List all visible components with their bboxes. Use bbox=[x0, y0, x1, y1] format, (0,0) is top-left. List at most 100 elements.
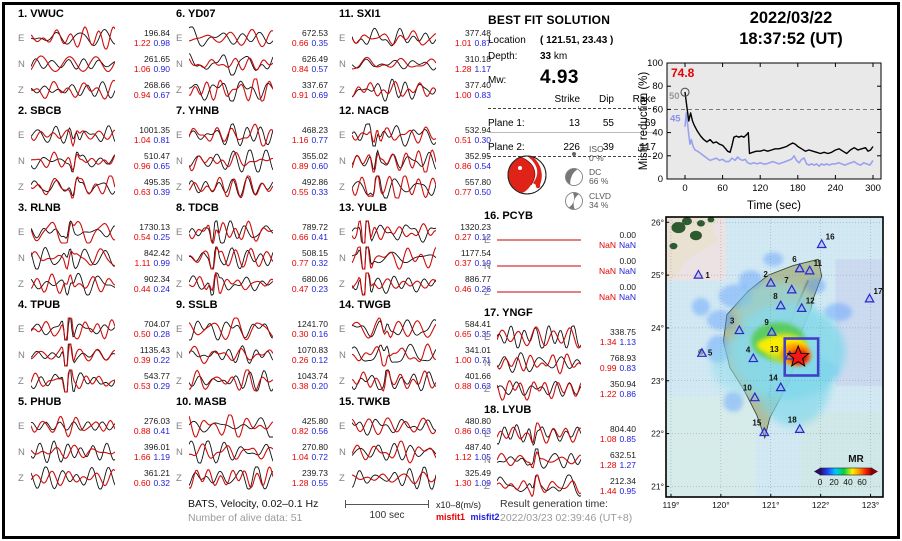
waveform-trace bbox=[189, 123, 273, 147]
channel-label: Z bbox=[339, 84, 345, 96]
waveform-trace bbox=[352, 78, 436, 102]
peak-amplitude-value: 239.73 bbox=[302, 468, 328, 478]
map-lon-tick: 121° bbox=[762, 500, 780, 510]
channel-label: N bbox=[18, 446, 25, 458]
station-panel-rlnb: 3. RLNB E 1730.13 0.54 0.25 N 842.42 1.11 0.99 Z 9… bbox=[18, 202, 170, 299]
misfit1-value: 1.11 bbox=[134, 258, 151, 268]
waveform-trace bbox=[31, 317, 115, 341]
channel-label: N bbox=[18, 252, 25, 264]
waveform-trace bbox=[497, 291, 581, 293]
map-station-number: 14 bbox=[769, 374, 778, 383]
misfit1-value: 0.99 bbox=[599, 363, 617, 373]
solution-title: BEST FIT SOLUTION bbox=[488, 13, 611, 27]
channel-values: 1135.43 0.39 0.22 bbox=[115, 345, 170, 365]
alive-data-count: Number of alive data: 51 bbox=[188, 512, 303, 524]
misfit1-value: 0.63 bbox=[133, 187, 151, 197]
misfit1-value: 0.54 bbox=[133, 232, 151, 242]
channel-values: 468.23 1.16 0.77 bbox=[273, 125, 328, 145]
waveform-trace bbox=[352, 56, 436, 71]
waveform-trace bbox=[31, 343, 115, 367]
peak-amplitude-value: 492.86 bbox=[302, 177, 328, 187]
waveform-trace bbox=[31, 440, 115, 464]
report-datetime: 2022/03/22 18:37:52 (UT) bbox=[688, 8, 894, 50]
misfit2-value: 0.35 bbox=[311, 38, 328, 48]
channel-values: 196.84 1.22 0.98 bbox=[115, 28, 170, 48]
misfit2-value: 0.60 bbox=[311, 161, 328, 171]
map-station-number: 3 bbox=[730, 317, 735, 326]
waveform-trace bbox=[31, 415, 115, 438]
misfit1-value: 1.22 bbox=[599, 389, 617, 399]
channel-label: Z bbox=[18, 278, 24, 290]
plane2-strike: 226 bbox=[563, 142, 580, 153]
waveform-trace bbox=[31, 272, 115, 296]
channel-label: Z bbox=[18, 472, 24, 484]
peak-amplitude-value: 212.34 bbox=[610, 476, 636, 486]
channel-values: 325.49 1.30 1.09 bbox=[436, 468, 491, 488]
station-panel-lyub: 18. LYUB E 804.40 1.08 0.85 N 632.51 1.28 1.27 Z 2… bbox=[484, 404, 636, 501]
peak-amplitude-value: 886.77 bbox=[465, 274, 491, 284]
map-station-number: 5 bbox=[708, 348, 713, 357]
waveform-trace bbox=[497, 352, 581, 375]
peak-amplitude-value: 704.07 bbox=[144, 319, 170, 329]
channel-row-n: N 310.18 1.28 1.17 bbox=[339, 51, 491, 77]
channel-label: E bbox=[339, 420, 346, 432]
best-fit-solution-panel: BEST FIT SOLUTION Location ( 121.51, 23.… bbox=[488, 13, 668, 210]
misfit2-value: 0.55 bbox=[311, 478, 328, 488]
waveform-trace bbox=[352, 440, 436, 464]
peak-amplitude-value: 276.03 bbox=[144, 416, 170, 426]
misfit1-value: 0.77 bbox=[291, 258, 309, 268]
waveform-trace bbox=[189, 345, 273, 365]
channel-values: 1730.13 0.54 0.25 bbox=[115, 222, 170, 242]
station-header: 18. LYUB bbox=[484, 404, 532, 416]
peak-amplitude-value: 341.01 bbox=[465, 345, 491, 355]
peak-amplitude-value: 1177.54 bbox=[460, 248, 491, 258]
channel-label: E bbox=[176, 226, 183, 238]
waveform-trace bbox=[31, 220, 115, 244]
misfit2-value: 1.19 bbox=[153, 452, 170, 462]
station-header: 9. SSLB bbox=[176, 299, 218, 311]
waveform-trace bbox=[189, 26, 273, 48]
channel-label: Z bbox=[484, 480, 490, 492]
col-dip: Dip bbox=[598, 94, 614, 105]
plane1-dip: 55 bbox=[602, 118, 614, 129]
misfit1-value: 1.34 bbox=[599, 337, 617, 347]
map-station-triangle-icon bbox=[794, 423, 805, 433]
misfit1-value: 0.77 bbox=[454, 187, 472, 197]
misfit2-value: 1.13 bbox=[619, 337, 636, 347]
misfit1-value: 1.00 bbox=[454, 355, 472, 365]
misfit2-value: NaN bbox=[618, 266, 636, 276]
peak-amplitude-value: 338.75 bbox=[610, 327, 636, 337]
station-column-4: 16. PCYB E 0.00 NaN NaN N 0.00 NaN NaN Z 0.00 NaN Na… bbox=[484, 210, 636, 501]
misfit2-value: 0.24 bbox=[153, 284, 170, 294]
channel-row-z: Z 268.66 0.94 0.67 bbox=[18, 77, 170, 103]
channel-row-z: Z 680.06 0.47 0.23 bbox=[176, 271, 328, 297]
channel-row-z: Z 543.77 0.53 0.29 bbox=[18, 368, 170, 394]
misfit2-value: 0.65 bbox=[153, 161, 170, 171]
map-lon-tick: 123° bbox=[862, 500, 880, 510]
channel-values: 543.77 0.53 0.29 bbox=[115, 371, 170, 391]
misfit2-value: 0.56 bbox=[311, 426, 328, 436]
channel-label: E bbox=[484, 234, 491, 246]
misfit1-value: 1.08 bbox=[599, 434, 617, 444]
waveform-trace bbox=[352, 123, 436, 147]
channel-values: 337.67 0.91 0.69 bbox=[273, 80, 328, 100]
misfit1-value: 0.65 bbox=[454, 329, 472, 339]
channel-row-n: N 1070.83 0.26 0.12 bbox=[176, 342, 328, 368]
map-station-triangle-icon bbox=[766, 326, 777, 336]
current-misfit-value: 74.8 bbox=[671, 66, 695, 80]
data-description: BATS, Velocity, 0.02–0.1 Hz bbox=[188, 498, 319, 510]
channel-label: Z bbox=[339, 278, 345, 290]
station-header: 7. YHNB bbox=[176, 105, 220, 117]
channel-label: E bbox=[176, 129, 183, 141]
channel-row-z: Z 350.94 1.22 0.86 bbox=[484, 376, 636, 402]
channel-row-n: N 1177.54 0.37 0.19 bbox=[339, 245, 491, 271]
channel-values: 268.66 0.94 0.67 bbox=[115, 80, 170, 100]
misfit1-value: 0.51 bbox=[454, 135, 472, 145]
source-region-box bbox=[783, 337, 820, 377]
channel-label: N bbox=[176, 349, 183, 361]
waveform-trace bbox=[31, 26, 115, 50]
channel-row-n: N 842.42 1.11 0.99 bbox=[18, 245, 170, 271]
svg-text:20: 20 bbox=[652, 151, 663, 162]
peak-amplitude-value: 680.06 bbox=[302, 274, 328, 284]
channel-label: N bbox=[484, 260, 491, 272]
